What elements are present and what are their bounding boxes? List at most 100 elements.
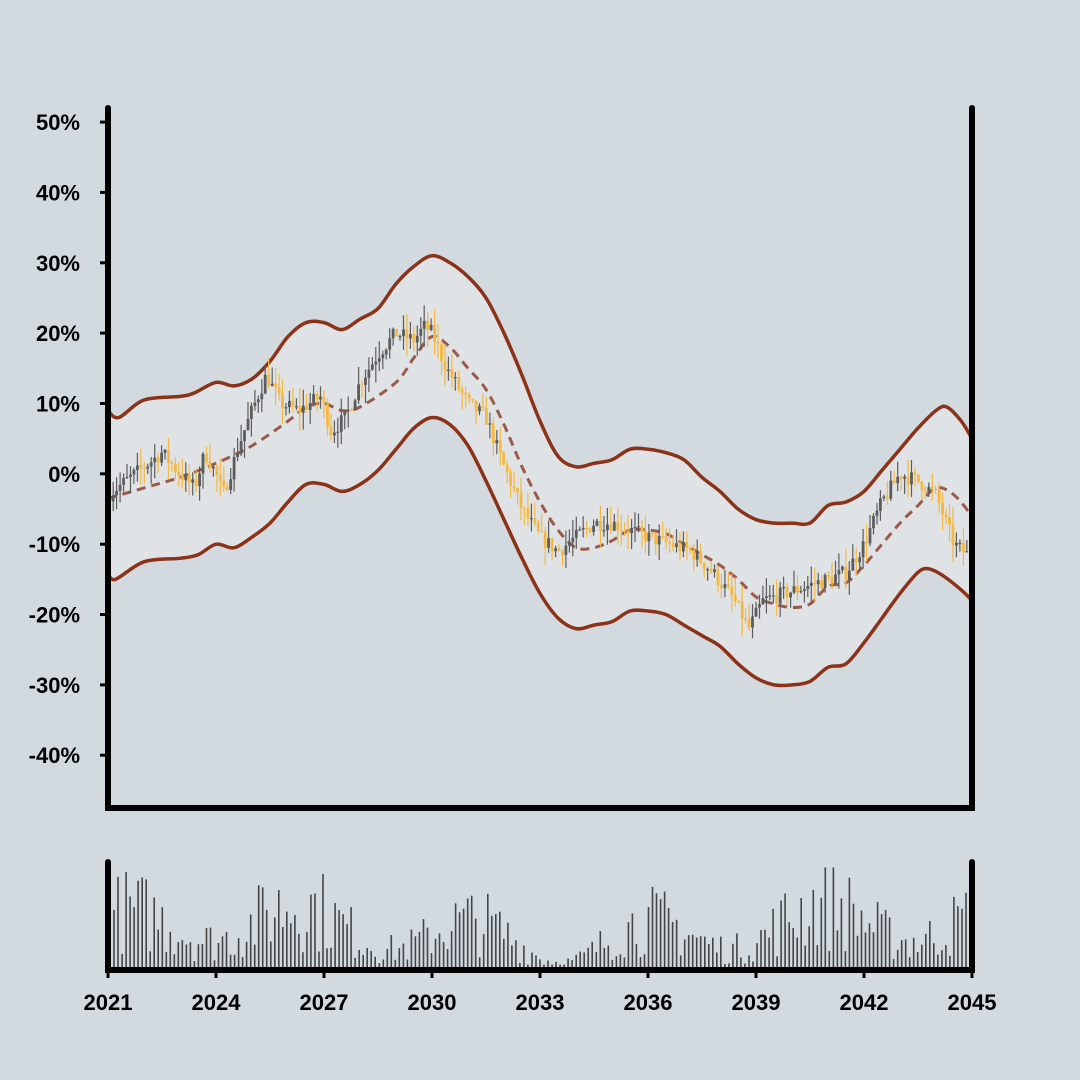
candle-body [820,580,824,589]
candle-body [198,473,201,487]
candle-body [937,489,941,503]
candle-body [384,349,388,355]
candle-body [557,548,561,551]
x-axis-ticks: 2021 2024 2027 2030 2033 2036 2039 2042 2045 [84,970,996,1015]
candle-body [671,543,675,548]
candle-body [813,582,817,585]
candle-body [765,596,768,598]
candle-body [357,384,360,401]
candle-body [163,449,167,453]
candle-body [633,527,637,529]
candle-body [858,557,862,563]
candle-body [889,480,893,499]
candle-body [661,536,665,538]
candle-body [592,525,595,532]
candle-body [353,400,357,410]
candle-body [315,394,319,400]
candle-body [595,520,599,526]
candle-body [789,592,792,598]
bollinger-band [106,253,974,688]
candle-body [453,377,457,379]
candle-body [796,586,799,593]
candle-body [730,586,734,596]
candle-body [609,524,613,531]
candle-body [167,449,170,463]
candle-body [720,584,723,589]
candle-body [267,374,271,386]
y-tick-label: 40% [36,180,80,205]
candle-body [644,531,647,542]
candle-body [132,469,136,475]
candle-body [782,587,785,589]
candle-body [184,473,188,481]
candle-body [640,526,644,532]
candle-body [623,530,627,532]
band-lower-line [106,415,974,688]
candle-body [854,558,858,563]
y-axis-ticks: 50% 40% 30% 20% 10% 0% -10% -20% -30% -40% [29,110,108,768]
candle-body [861,541,865,558]
candle-body [246,418,250,431]
candle-body [136,465,139,470]
candle-body [588,528,592,532]
candle-body [250,405,253,419]
candle-body [585,528,589,530]
candle-body [668,542,671,544]
candle-body [550,538,554,552]
candle-body [695,551,699,560]
candle-body [256,399,260,403]
candle-body [771,595,775,597]
candle-body [243,430,246,442]
candle-body [429,324,433,330]
candle-body [111,495,115,502]
candle-body [930,486,934,489]
candle-body [650,532,654,534]
candle-body [371,364,374,370]
candle-body [142,468,146,470]
candle-body [322,396,326,405]
y-tick-label: 50% [36,110,80,135]
candle-body [270,383,274,386]
candle-body [201,453,205,474]
candle-body [274,383,277,388]
candle-body [443,360,447,371]
candle-body [654,533,658,545]
candle-body [733,595,737,601]
candle-body [723,584,727,589]
candle-body [488,423,492,425]
candle-body [865,541,868,544]
candle-body [474,400,478,412]
candle-body [761,598,765,605]
y-tick-label: -10% [29,532,80,557]
candle-body [218,474,222,481]
candle-body [360,384,364,386]
volume-axis-frame [105,859,975,973]
candle-body [568,542,571,546]
candle-body [388,338,392,350]
candle-body [744,618,747,620]
x-tick-label: 2024 [192,990,242,1015]
candle-body [571,537,575,543]
candle-body [899,476,903,479]
candle-body [125,476,129,479]
candle-body [298,406,302,413]
y-tick-label: -30% [29,673,80,698]
candle-body [827,575,830,577]
candle-body [747,619,751,628]
candle-body [122,477,125,485]
candle-body [174,464,177,472]
candle-body [847,570,851,580]
candle-body [374,361,378,365]
candle-body [637,526,640,528]
candle-body [170,462,174,465]
candle-body [682,541,685,552]
candle-body [339,415,343,432]
candle-body [239,441,243,454]
candle-body [841,566,844,570]
candle-body [415,335,419,343]
candle-body [457,377,461,390]
candle-body [830,576,834,584]
candle-body [491,423,495,444]
